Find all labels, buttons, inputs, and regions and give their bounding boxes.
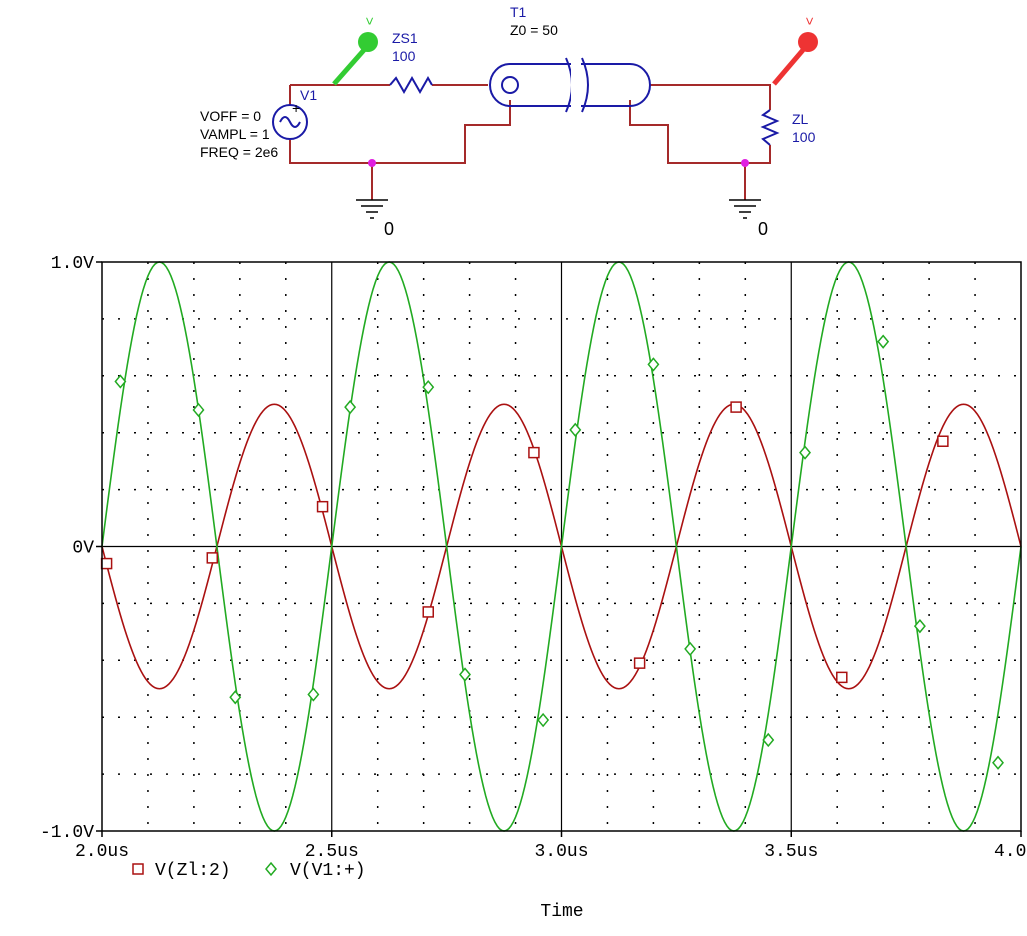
y-tick-label: 1.0V	[51, 254, 94, 274]
load-zigzag-icon	[760, 109, 780, 146]
wire-tline-out	[629, 84, 771, 164]
tline-name-label: T1	[510, 4, 527, 20]
x-tick-label: 2.0us	[75, 842, 129, 862]
zl-value-label: 100	[792, 129, 816, 145]
series-line-1	[101, 261, 1022, 832]
source-param-freq: FREQ = 2e6	[200, 144, 278, 160]
junction-dot-left	[368, 159, 376, 167]
marker-diamond	[684, 641, 697, 657]
transmission-line-t1[interactable]: T1 Z0 = 50	[489, 4, 651, 114]
zs1-value-label: 100	[392, 48, 416, 64]
marker-square	[206, 552, 219, 564]
tline-z0-label: Z0 = 50	[510, 22, 558, 38]
junction-dot-right	[741, 159, 749, 167]
ground-right: 0	[729, 199, 768, 239]
source-name-label: V1	[300, 87, 317, 103]
voltage-source-v1[interactable]: + V1 VOFF = 0 VAMPL = 1 FREQ = 2e6	[200, 87, 317, 160]
probe-pin-icon	[772, 48, 805, 86]
marker-diamond	[762, 732, 775, 748]
zl-name-label: ZL	[792, 111, 809, 127]
voltage-probe-green[interactable]: >	[332, 17, 378, 86]
marker-diamond	[799, 445, 812, 460]
x-tick-label: 2.5us	[305, 842, 359, 862]
x-axis-label: Time	[540, 902, 583, 922]
resistor-zl[interactable]: ZL 100	[760, 109, 816, 146]
marker-diamond	[307, 687, 320, 702]
marker-diamond	[992, 755, 1005, 770]
x-tick-label: 3.0us	[534, 842, 588, 862]
marker-square	[937, 435, 949, 447]
x-tick-label: 4.0us	[994, 842, 1027, 862]
marker-diamond	[459, 667, 471, 682]
y-tick-label: -1.0V	[40, 823, 94, 843]
ground-left-label: 0	[384, 219, 394, 239]
marker-square	[100, 557, 113, 570]
plot-area: 2.0us 2.5us 3.0us 3.5us 4.0us -1.0V 0V 1.0V	[40, 254, 1027, 862]
marker-diamond	[537, 712, 550, 728]
source-param-voff: VOFF = 0	[200, 108, 261, 124]
marker-square	[633, 657, 646, 669]
ground-icon	[729, 199, 761, 219]
ground-icon	[356, 199, 388, 219]
marker-square	[422, 606, 434, 618]
marker-square	[836, 671, 848, 684]
probe-pin-icon	[332, 48, 366, 86]
marker-diamond	[114, 374, 127, 389]
marker-diamond	[877, 334, 890, 349]
resistor-zigzag-icon	[389, 75, 433, 95]
legend-swatch-square	[132, 863, 144, 875]
source-sine-icon	[279, 116, 301, 128]
wire-top-left	[289, 85, 511, 164]
x-tick-label: 3.5us	[764, 842, 818, 862]
probe-marker: >	[802, 17, 818, 25]
marker-diamond	[192, 402, 205, 418]
marker-diamond	[913, 618, 926, 634]
legend-swatch-diamond	[265, 861, 277, 877]
legend-label-series-1: V(V1:+)	[290, 861, 366, 881]
marker-diamond	[569, 422, 582, 438]
axis-ticks: 2.0us 2.5us 3.0us 3.5us 4.0us -1.0V 0V 1.0V	[40, 254, 1027, 862]
marker-diamond	[344, 399, 357, 415]
probe-head-icon	[358, 32, 378, 52]
tline-body-icon	[489, 63, 651, 107]
legend: V(Zl:2) V(V1:+)	[132, 861, 366, 881]
marker-square	[528, 446, 540, 459]
schematic: + V1 VOFF = 0 VAMPL = 1 FREQ = 2e6 ZS1 1…	[200, 4, 818, 239]
resistor-zs1[interactable]: ZS1 100	[389, 30, 433, 95]
tline-center-conductor-icon	[501, 76, 519, 94]
source-circle-icon	[272, 104, 308, 140]
ground-right-label: 0	[758, 219, 768, 239]
voltage-probe-red[interactable]: >	[772, 17, 818, 86]
ground-left: 0	[356, 199, 394, 239]
probe-head-icon	[798, 32, 818, 52]
probe-marker: >	[362, 17, 378, 25]
marker-square	[316, 500, 329, 513]
marker-square	[730, 401, 742, 413]
marker-layer	[100, 334, 1005, 770]
y-tick-label: 0V	[72, 539, 94, 559]
marker-diamond	[229, 690, 242, 705]
source-plus-sign: +	[292, 100, 300, 116]
series-layer	[101, 261, 1022, 832]
marker-diamond	[647, 357, 660, 372]
marker-diamond	[422, 380, 435, 395]
tline-gap	[571, 56, 581, 114]
source-param-vampl: VAMPL = 1	[200, 126, 270, 142]
legend-label-series-0: V(Zl:2)	[155, 861, 231, 881]
zs1-name-label: ZS1	[392, 30, 418, 46]
